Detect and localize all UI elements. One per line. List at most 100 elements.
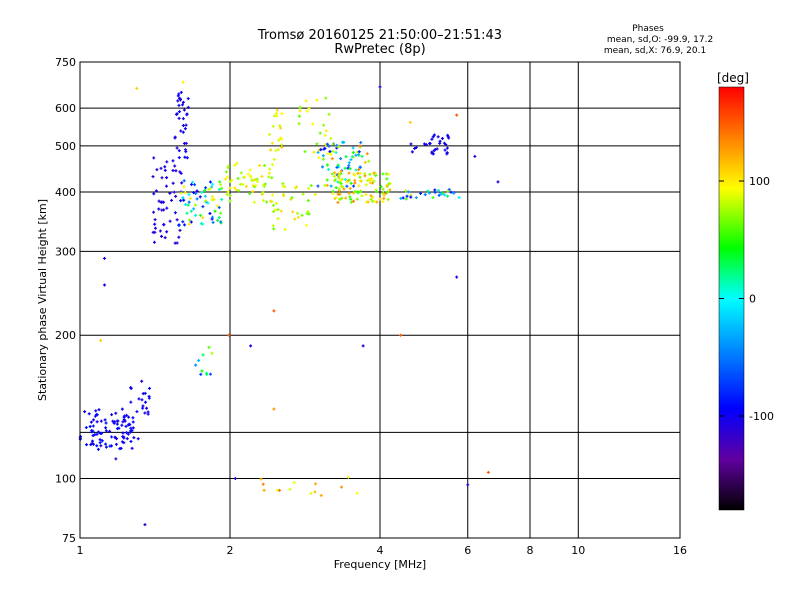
data-point	[272, 227, 276, 231]
data-point	[283, 185, 287, 189]
data-point	[316, 151, 320, 155]
data-point	[379, 185, 383, 189]
data-point	[163, 236, 167, 240]
data-point	[428, 141, 432, 145]
data-point	[354, 168, 358, 172]
data-point	[162, 208, 166, 212]
data-point	[281, 182, 285, 186]
data-point	[165, 160, 169, 164]
data-point	[234, 188, 238, 192]
y-tick-label: 500	[55, 140, 76, 153]
data-point	[443, 193, 447, 197]
data-point	[85, 443, 89, 447]
data-point	[201, 353, 205, 357]
data-point	[355, 491, 359, 495]
data-point	[115, 419, 119, 423]
data-point	[344, 178, 348, 182]
data-point	[165, 230, 169, 234]
data-point	[275, 111, 279, 115]
data-point	[430, 137, 434, 141]
chart-title: Tromsø 20160125 21:50:00–21:51:43	[257, 28, 502, 43]
data-point	[431, 135, 435, 139]
data-point	[183, 127, 187, 131]
data-point	[316, 184, 320, 188]
data-point	[198, 195, 202, 199]
data-point	[327, 144, 331, 148]
data-point	[96, 430, 100, 434]
data-point	[440, 192, 444, 196]
data-point	[305, 223, 309, 227]
y-tick-label: 75	[62, 532, 76, 545]
data-point	[342, 140, 346, 144]
data-point	[356, 153, 360, 157]
y-tick-label: 750	[55, 56, 76, 69]
data-point	[135, 410, 139, 414]
data-point	[409, 195, 413, 199]
data-point	[127, 422, 131, 426]
data-point	[280, 137, 284, 141]
data-point	[430, 150, 434, 154]
data-point	[254, 183, 258, 187]
data-point	[338, 197, 342, 201]
data-point	[164, 184, 168, 188]
data-point	[358, 144, 362, 148]
data-point	[191, 180, 195, 184]
stats-x-mode: mean, sd,X: 76.9, 20.1	[604, 46, 706, 56]
data-point	[335, 143, 339, 147]
data-point	[268, 167, 272, 171]
plot-frame	[79, 61, 681, 539]
data-point	[84, 426, 88, 430]
data-point	[200, 190, 204, 194]
data-point	[275, 108, 279, 112]
data-point	[347, 191, 351, 195]
data-point	[282, 194, 286, 198]
data-point	[323, 133, 327, 137]
data-point	[366, 179, 370, 183]
data-point	[410, 150, 414, 154]
data-point	[89, 420, 93, 424]
data-point	[312, 150, 316, 154]
data-point	[195, 189, 199, 193]
data-point	[158, 229, 162, 233]
data-point	[209, 372, 213, 376]
data-point	[325, 142, 329, 146]
data-point	[276, 147, 280, 151]
data-point	[224, 170, 228, 174]
data-point	[271, 124, 275, 128]
data-point	[125, 413, 129, 417]
data-point	[177, 156, 181, 160]
data-point	[271, 193, 275, 197]
data-point	[260, 192, 264, 196]
data-point	[352, 172, 356, 176]
data-point	[210, 351, 214, 355]
data-point	[171, 181, 175, 185]
data-point	[345, 180, 349, 184]
data-point	[215, 204, 219, 208]
data-point	[265, 200, 269, 204]
data-point	[130, 446, 134, 450]
data-point	[436, 135, 440, 139]
data-point	[118, 447, 122, 451]
data-point	[235, 161, 239, 165]
data-point	[333, 178, 337, 182]
data-point	[323, 183, 327, 187]
data-point	[153, 226, 157, 230]
data-point	[306, 199, 310, 203]
y-tick-label: 300	[55, 245, 76, 258]
data-point	[136, 437, 140, 441]
data-point	[443, 148, 447, 152]
data-point	[318, 131, 322, 135]
data-point	[381, 191, 385, 195]
data-point	[325, 183, 329, 187]
data-point	[171, 169, 175, 173]
data-point	[97, 408, 101, 412]
data-point	[315, 98, 319, 102]
data-point	[295, 211, 299, 215]
data-point	[137, 397, 141, 401]
y-tick-label: 600	[55, 102, 76, 115]
data-point	[155, 168, 159, 172]
data-point	[99, 419, 103, 423]
data-point	[435, 147, 439, 151]
y-tick-label: 400	[55, 186, 76, 199]
data-point	[336, 192, 340, 196]
